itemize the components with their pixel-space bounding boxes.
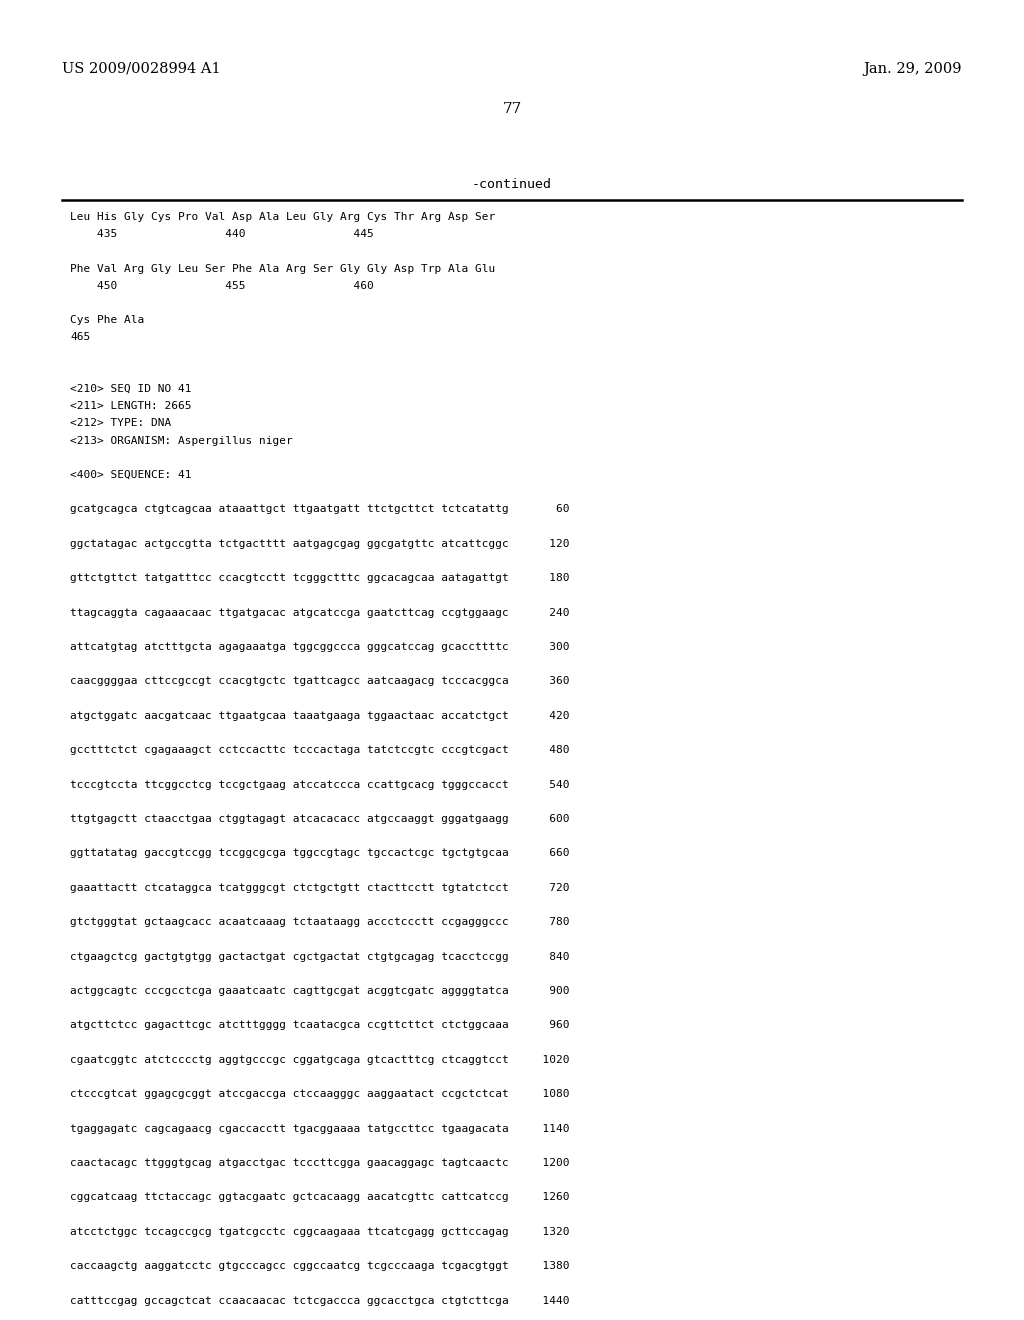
Text: attcatgtag atctttgcta agagaaatga tggcggccca gggcatccag gcaccttttc      300: attcatgtag atctttgcta agagaaatga tggcggc… bbox=[70, 642, 569, 652]
Text: Cys Phe Ala: Cys Phe Ala bbox=[70, 315, 144, 325]
Text: ttagcaggta cagaaacaac ttgatgacac atgcatccga gaatcttcag ccgtggaagc      240: ttagcaggta cagaaacaac ttgatgacac atgcatc… bbox=[70, 607, 569, 618]
Text: gcctttctct cgagaaagct cctccacttc tcccactaga tatctccgtc cccgtcgact      480: gcctttctct cgagaaagct cctccacttc tcccact… bbox=[70, 746, 569, 755]
Text: 450                455                460: 450 455 460 bbox=[70, 281, 374, 290]
Text: cggcatcaag ttctaccagc ggtacgaatc gctcacaagg aacatcgttc cattcatccg     1260: cggcatcaag ttctaccagc ggtacgaatc gctcaca… bbox=[70, 1192, 569, 1203]
Text: cgaatcggtc atctcccctg aggtgcccgc cggatgcaga gtcactttcg ctcaggtcct     1020: cgaatcggtc atctcccctg aggtgcccgc cggatgc… bbox=[70, 1055, 569, 1065]
Text: tcccgtccta ttcggcctcg tccgctgaag atccatccca ccattgcacg tgggccacct      540: tcccgtccta ttcggcctcg tccgctgaag atccatc… bbox=[70, 780, 569, 789]
Text: Phe Val Arg Gly Leu Ser Phe Ala Arg Ser Gly Gly Asp Trp Ala Glu: Phe Val Arg Gly Leu Ser Phe Ala Arg Ser … bbox=[70, 264, 496, 273]
Text: -continued: -continued bbox=[472, 178, 552, 191]
Text: <212> TYPE: DNA: <212> TYPE: DNA bbox=[70, 418, 171, 429]
Text: catttccgag gccagctcat ccaacaacac tctcgaccca ggcacctgca ctgtcttcga     1440: catttccgag gccagctcat ccaacaacac tctcgac… bbox=[70, 1296, 569, 1305]
Text: actggcagtc cccgcctcga gaaatcaatc cagttgcgat acggtcgatc aggggtatca      900: actggcagtc cccgcctcga gaaatcaatc cagttgc… bbox=[70, 986, 569, 997]
Text: ctgaagctcg gactgtgtgg gactactgat cgctgactat ctgtgcagag tcacctccgg      840: ctgaagctcg gactgtgtgg gactactgat cgctgac… bbox=[70, 952, 569, 961]
Text: ggctatagac actgccgtta tctgactttt aatgagcgag ggcgatgttc atcattcggc      120: ggctatagac actgccgtta tctgactttt aatgagc… bbox=[70, 539, 569, 549]
Text: atcctctggc tccagccgcg tgatcgcctc cggcaagaaa ttcatcgagg gcttccagag     1320: atcctctggc tccagccgcg tgatcgcctc cggcaag… bbox=[70, 1226, 569, 1237]
Text: US 2009/0028994 A1: US 2009/0028994 A1 bbox=[62, 62, 220, 77]
Text: 77: 77 bbox=[503, 102, 521, 116]
Text: Jan. 29, 2009: Jan. 29, 2009 bbox=[863, 62, 962, 77]
Text: gcatgcagca ctgtcagcaa ataaattgct ttgaatgatt ttctgcttct tctcatattg       60: gcatgcagca ctgtcagcaa ataaattgct ttgaatg… bbox=[70, 504, 569, 515]
Text: ttgtgagctt ctaacctgaa ctggtagagt atcacacacc atgccaaggt gggatgaagg      600: ttgtgagctt ctaacctgaa ctggtagagt atcacac… bbox=[70, 814, 569, 824]
Text: Leu His Gly Cys Pro Val Asp Ala Leu Gly Arg Cys Thr Arg Asp Ser: Leu His Gly Cys Pro Val Asp Ala Leu Gly … bbox=[70, 213, 496, 222]
Text: 465: 465 bbox=[70, 333, 90, 342]
Text: gttctgttct tatgatttcc ccacgtcctt tcgggctttc ggcacagcaa aatagattgt      180: gttctgttct tatgatttcc ccacgtcctt tcgggct… bbox=[70, 573, 569, 583]
Text: <400> SEQUENCE: 41: <400> SEQUENCE: 41 bbox=[70, 470, 191, 480]
Text: ctcccgtcat ggagcgcggt atccgaccga ctccaagggc aaggaatact ccgctctcat     1080: ctcccgtcat ggagcgcggt atccgaccga ctccaag… bbox=[70, 1089, 569, 1100]
Text: caactacagc ttgggtgcag atgacctgac tcccttcgga gaacaggagc tagtcaactc     1200: caactacagc ttgggtgcag atgacctgac tcccttc… bbox=[70, 1158, 569, 1168]
Text: <211> LENGTH: 2665: <211> LENGTH: 2665 bbox=[70, 401, 191, 412]
Text: atgcttctcc gagacttcgc atctttgggg tcaatacgca ccgttcttct ctctggcaaa      960: atgcttctcc gagacttcgc atctttgggg tcaatac… bbox=[70, 1020, 569, 1031]
Text: gaaattactt ctcataggca tcatgggcgt ctctgctgtt ctacttcctt tgtatctcct      720: gaaattactt ctcataggca tcatgggcgt ctctgct… bbox=[70, 883, 569, 892]
Text: atgctggatc aacgatcaac ttgaatgcaa taaatgaaga tggaactaac accatctgct      420: atgctggatc aacgatcaac ttgaatgcaa taaatga… bbox=[70, 710, 569, 721]
Text: caacggggaa cttccgccgt ccacgtgctc tgattcagcc aatcaagacg tcccacggca      360: caacggggaa cttccgccgt ccacgtgctc tgattca… bbox=[70, 676, 569, 686]
Text: tgaggagatc cagcagaacg cgaccacctt tgacggaaaa tatgccttcc tgaagacata     1140: tgaggagatc cagcagaacg cgaccacctt tgacgga… bbox=[70, 1123, 569, 1134]
Text: <210> SEQ ID NO 41: <210> SEQ ID NO 41 bbox=[70, 384, 191, 393]
Text: caccaagctg aaggatcctc gtgcccagcc cggccaatcg tcgcccaaga tcgacgtggt     1380: caccaagctg aaggatcctc gtgcccagcc cggccaa… bbox=[70, 1261, 569, 1271]
Text: ggttatatag gaccgtccgg tccggcgcga tggccgtagc tgccactcgc tgctgtgcaa      660: ggttatatag gaccgtccgg tccggcgcga tggccgt… bbox=[70, 849, 569, 858]
Text: gtctgggtat gctaagcacc acaatcaaag tctaataagg accctccctt ccgagggccc      780: gtctgggtat gctaagcacc acaatcaaag tctaata… bbox=[70, 917, 569, 927]
Text: <213> ORGANISM: Aspergillus niger: <213> ORGANISM: Aspergillus niger bbox=[70, 436, 293, 446]
Text: 435                440                445: 435 440 445 bbox=[70, 230, 374, 239]
